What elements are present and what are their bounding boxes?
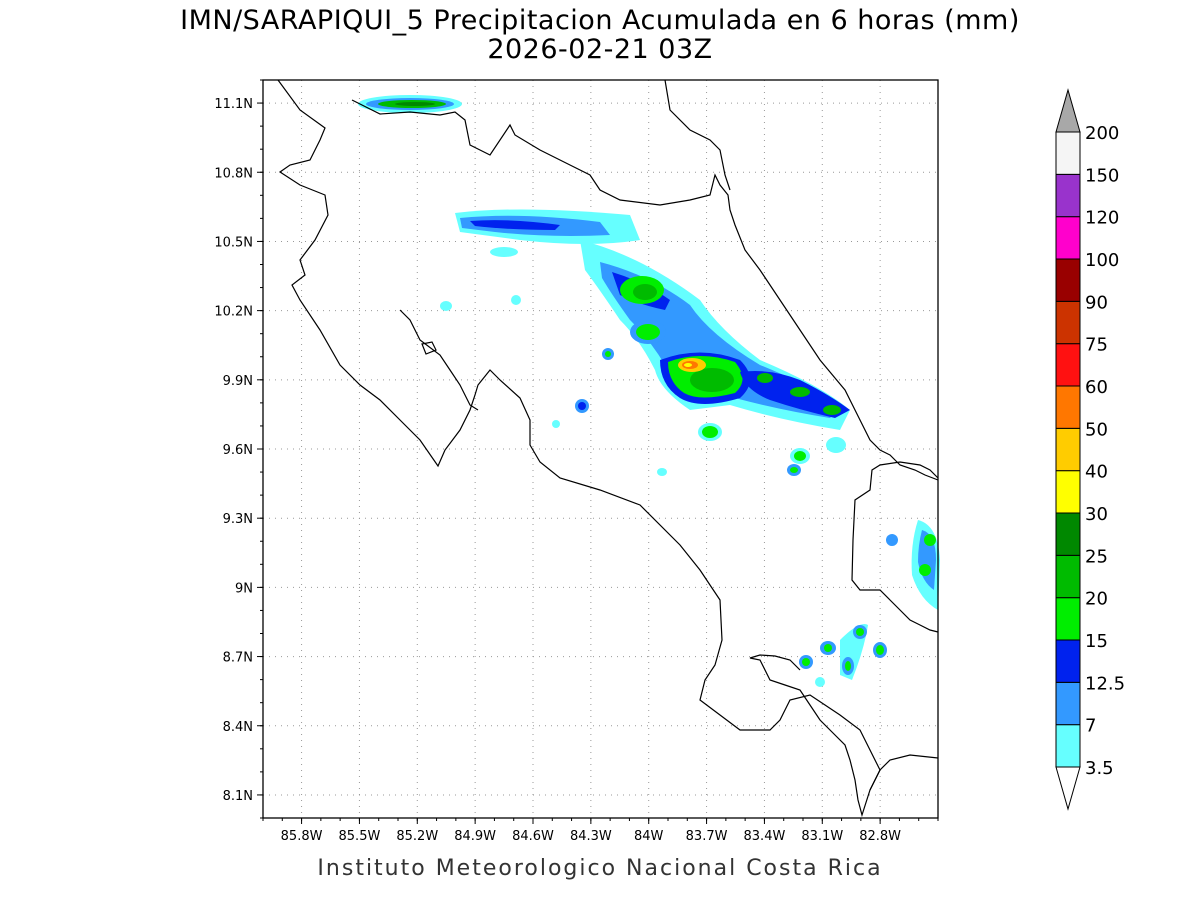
colorbar-segment: [1055, 216, 1081, 260]
colorbar-segment: [1055, 131, 1081, 175]
colorbar-label: 150: [1085, 165, 1119, 186]
colorbar: 3.5 7 12.5 15 20 25 30 40 50 60 75 90 100 120 150 200: [1055, 88, 1125, 811]
precipitation-field: [358, 95, 940, 687]
map-title: IMN/SARAPIQUI_5 Precipitacion Acumulada …: [180, 5, 1020, 36]
colorbar-label: 90: [1085, 292, 1108, 313]
colorbar-segment: [1055, 173, 1081, 218]
colorbar-segment: [1055, 724, 1081, 768]
colorbar-under-arrow: [1055, 766, 1081, 811]
lat-tick-label: 11.1N: [214, 97, 253, 112]
colorbar-segment: [1055, 385, 1081, 429]
colorbar-label: 20: [1085, 589, 1108, 610]
lat-tick-label: 9.6N: [223, 443, 253, 458]
credit-text: Instituto Meteorologico Nacional Costa R…: [317, 856, 883, 881]
lon-tick-label: 85.2W: [396, 829, 438, 844]
colorbar-segment: [1055, 258, 1081, 302]
longitude-axis: 85.8W 85.5W 85.2W 84.9W 84.6W 84.3W 84W 83.7W 83…: [262, 818, 939, 844]
colorbar-label: 75: [1085, 335, 1108, 356]
lon-tick-label: 83.4W: [744, 829, 786, 844]
colorbar-segment: [1055, 343, 1081, 387]
colorbar-segment: [1055, 512, 1081, 556]
colorbar-segment: [1055, 597, 1081, 641]
lon-tick-label: 83.1W: [801, 829, 843, 844]
lat-tick-label: 10.8N: [214, 166, 253, 181]
lon-tick-label: 84.6W: [512, 829, 554, 844]
colorbar-label: 3.5: [1085, 758, 1114, 779]
colorbar-segment: [1055, 427, 1081, 472]
colorbar-segment: [1055, 639, 1081, 683]
colorbar-segment: [1055, 554, 1081, 599]
colorbar-label: 7: [1085, 716, 1096, 737]
colorbar-label: 25: [1085, 546, 1108, 567]
lon-tick-label: 82.8W: [859, 829, 901, 844]
lon-tick-label: 84.3W: [570, 829, 612, 844]
colorbar-label: 15: [1085, 631, 1108, 652]
lat-tick-label: 9.9N: [223, 374, 253, 389]
lat-tick-label: 8.4N: [223, 720, 253, 735]
colorbar-label: 100: [1085, 250, 1119, 271]
lon-tick-label: 85.5W: [339, 829, 381, 844]
lon-tick-label: 85.8W: [281, 829, 323, 844]
coastlines: [277, 79, 939, 818]
colorbar-label: 12.5: [1085, 673, 1125, 694]
colorbar-segment: [1055, 300, 1081, 345]
map-timestamp: 2026-02-21 03Z: [487, 34, 713, 65]
colorbar-segment: [1055, 470, 1081, 514]
colorbar-label: 40: [1085, 462, 1108, 483]
lon-tick-label: 84W: [634, 829, 664, 844]
lat-tick-label: 8.1N: [223, 789, 253, 804]
lat-tick-label: 8.7N: [223, 651, 253, 666]
colorbar-segment: [1055, 681, 1081, 726]
lat-tick-label: 9.3N: [223, 512, 253, 527]
lat-tick-label: 10.2N: [214, 305, 253, 320]
colorbar-over-arrow: [1055, 88, 1081, 133]
lat-tick-label: 10.5N: [214, 235, 253, 250]
colorbar-label: 120: [1085, 208, 1119, 229]
lon-tick-label: 84.9W: [454, 829, 496, 844]
colorbar-label: 60: [1085, 377, 1108, 398]
colorbar-label: 30: [1085, 504, 1108, 525]
lat-tick-label: 9N: [235, 581, 253, 596]
colorbar-label: 200: [1085, 123, 1119, 144]
lon-tick-label: 83.7W: [686, 829, 728, 844]
latitude-axis: 11.1N 10.8N 10.5N 10.2N 9.9N 9.6N 9.3N 9N 8.7N 8.…: [214, 79, 263, 819]
colorbar-label: 50: [1085, 419, 1108, 440]
